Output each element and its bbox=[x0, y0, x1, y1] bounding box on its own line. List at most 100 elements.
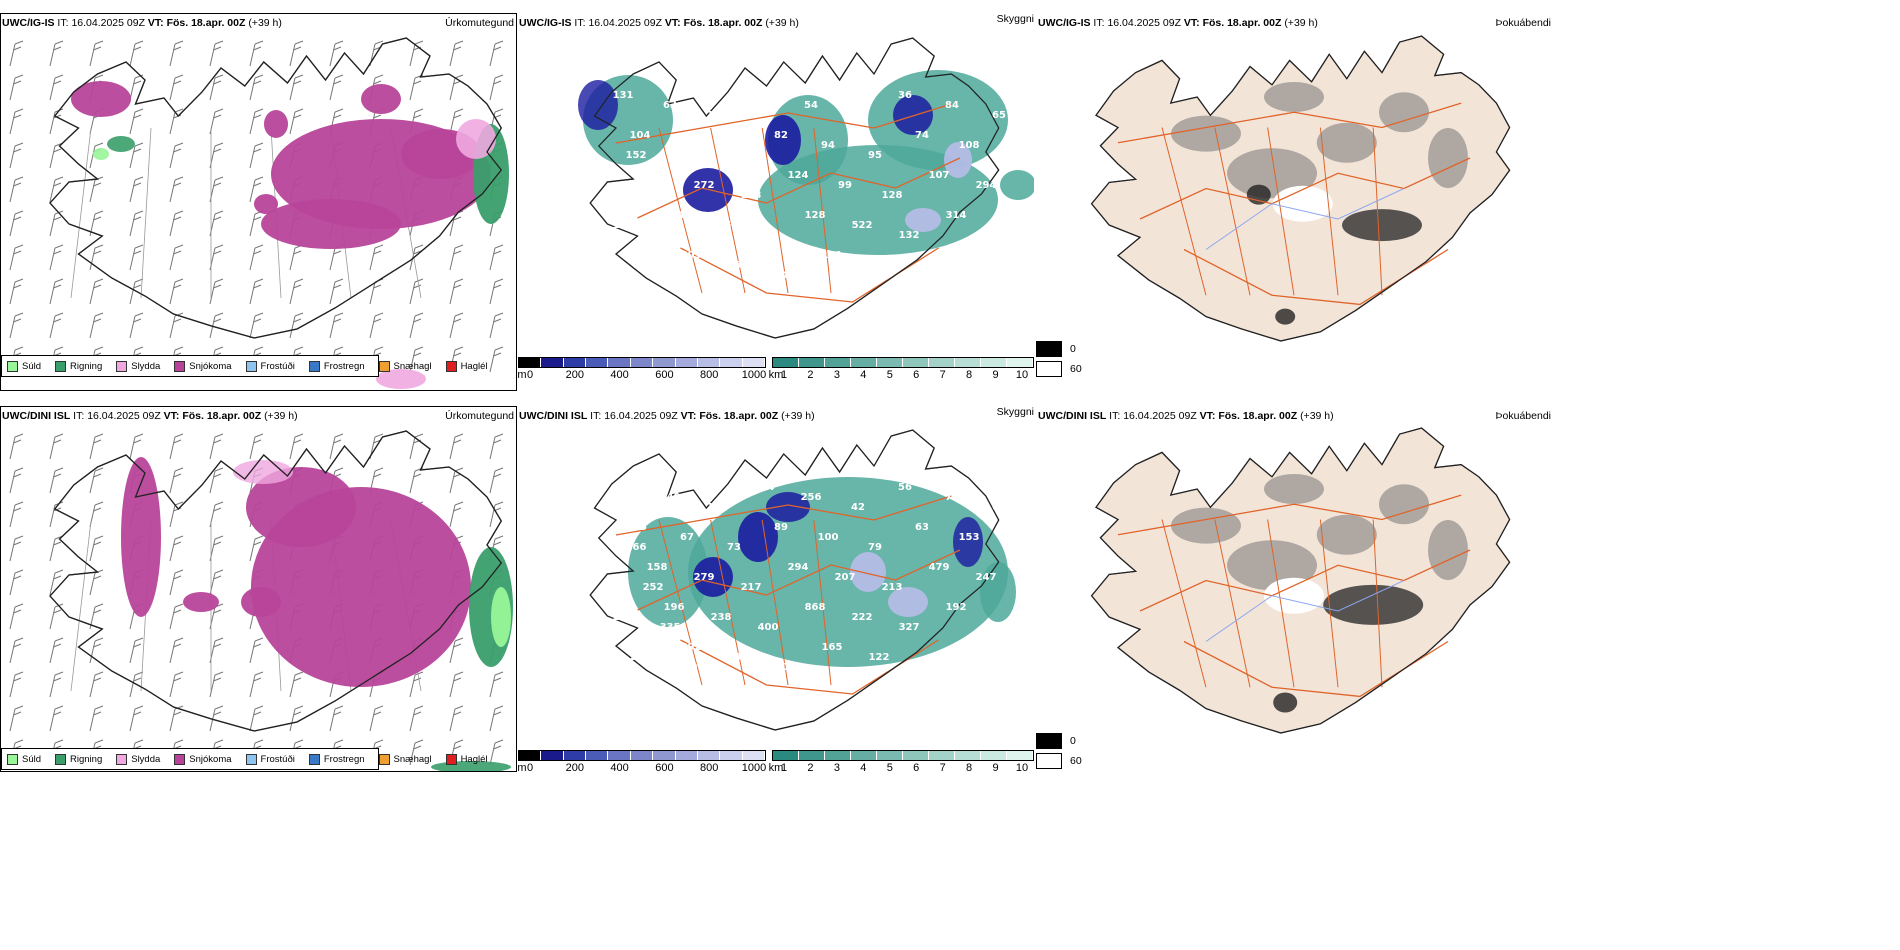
colorbar-cell bbox=[630, 358, 654, 367]
wind-barb bbox=[409, 312, 424, 339]
wind-barb bbox=[49, 312, 64, 339]
wind-barb bbox=[369, 244, 384, 271]
fog-legend-row: 0 bbox=[1036, 339, 1086, 359]
visibility-label: 164 bbox=[664, 210, 685, 221]
colorbar-tick: 600 bbox=[655, 369, 674, 381]
visibility-label: 42 bbox=[851, 502, 865, 513]
legend-swatch bbox=[7, 360, 18, 372]
wind-barb bbox=[9, 312, 24, 339]
visibility-label: 124 bbox=[788, 170, 809, 181]
wind-barb bbox=[169, 142, 184, 169]
fog-map-dini bbox=[1036, 422, 1551, 758]
colorbar-cell bbox=[877, 751, 903, 760]
visibility-label: 56 bbox=[898, 482, 912, 493]
colorbar-cell bbox=[608, 751, 631, 760]
visibility-label: 201 bbox=[660, 230, 681, 241]
wind-barb bbox=[209, 278, 224, 305]
colorbar-cell bbox=[903, 358, 929, 367]
precip-area bbox=[765, 115, 801, 165]
wind-barb bbox=[9, 142, 24, 169]
colorbar-tick: 7 bbox=[939, 762, 946, 774]
fog-legend-row: 60 bbox=[1036, 359, 1086, 379]
visibility-label: 67 bbox=[992, 502, 1006, 513]
colorbar-tick: 200 bbox=[565, 369, 584, 381]
precip-area bbox=[1428, 128, 1468, 188]
wind-barb bbox=[49, 74, 64, 101]
legend-swatch bbox=[174, 753, 186, 765]
colorbar-tick: 400 bbox=[610, 369, 629, 381]
legend-swatch bbox=[7, 753, 18, 765]
road-line bbox=[637, 157, 961, 219]
visibility-label: 868 bbox=[805, 602, 826, 613]
precip-area bbox=[233, 460, 293, 484]
wind-barb bbox=[169, 467, 184, 494]
colorbar-cell bbox=[773, 751, 799, 760]
road-line bbox=[761, 127, 789, 294]
wind-barb bbox=[249, 705, 264, 732]
lead-time: (+39 h) bbox=[781, 410, 815, 422]
wind-barb bbox=[169, 108, 184, 135]
wind-barb bbox=[489, 278, 504, 305]
model-name: UWC/DINI ISL bbox=[519, 410, 588, 422]
legend-label: Frostúði bbox=[260, 360, 295, 372]
road-line bbox=[658, 127, 703, 294]
wind-barb bbox=[9, 176, 24, 203]
fog-legend-swatch bbox=[1036, 753, 1062, 769]
precip-title: Úrkomutegund bbox=[445, 17, 514, 29]
visibility-label: 196 bbox=[664, 602, 685, 613]
legend-swatch bbox=[445, 753, 457, 765]
colorbar-cell bbox=[563, 358, 587, 367]
road-line bbox=[1214, 519, 1251, 688]
legend-label: Súld bbox=[22, 360, 42, 372]
wind-barb bbox=[49, 278, 64, 305]
wind-barb bbox=[89, 637, 104, 664]
precip-area bbox=[1379, 484, 1429, 525]
lead-time: (+39 h) bbox=[248, 17, 282, 29]
wind-barb bbox=[329, 40, 344, 67]
road-line bbox=[1267, 127, 1295, 296]
legend-swatch bbox=[378, 360, 390, 372]
colorbar-cell bbox=[742, 751, 765, 760]
precip-area bbox=[738, 512, 778, 562]
precip-area bbox=[905, 208, 941, 232]
model-name: UWC/DINI ISL bbox=[2, 410, 71, 422]
wind-barb bbox=[489, 346, 504, 373]
colorbar-tick: 8 bbox=[966, 369, 973, 381]
wind-barb bbox=[209, 569, 224, 596]
legend-item: Súld bbox=[7, 360, 42, 372]
precip-area bbox=[93, 148, 109, 160]
precip-title: Úrkomutegund bbox=[445, 410, 514, 422]
colorbar-tick: 800 bbox=[700, 762, 719, 774]
visibility-label: 492 bbox=[681, 642, 702, 653]
wind-barb bbox=[49, 637, 64, 664]
visibility-label: 256 bbox=[801, 492, 822, 503]
wind-barb bbox=[289, 40, 304, 67]
wind-barb bbox=[169, 40, 184, 67]
wind-barb bbox=[129, 312, 144, 339]
colorbar-tick: 400 bbox=[610, 762, 629, 774]
legend-swatch bbox=[116, 753, 128, 765]
wind-barb bbox=[409, 74, 424, 101]
wind-barb bbox=[49, 705, 64, 732]
legend-item: Frostúði bbox=[245, 360, 295, 372]
wind-barb bbox=[409, 739, 424, 766]
precip-area bbox=[1379, 92, 1429, 133]
legend-item: Snjókoma bbox=[174, 753, 232, 765]
wind-barb bbox=[209, 467, 224, 494]
wind-barb bbox=[249, 671, 264, 698]
colorbar-tick: 3 bbox=[833, 369, 840, 381]
legend-item: Slydda bbox=[116, 753, 160, 765]
wind-barb bbox=[89, 501, 104, 528]
it-value: 16.04.2025 09Z bbox=[71, 17, 145, 29]
wind-barb bbox=[169, 501, 184, 528]
colorbar-labels: km 1 2 3 4 5 6 7 8 9 10 bbox=[769, 761, 1034, 775]
panel-header: UWC/DINI ISL IT: 16.04.2025 09Z VT: Fös.… bbox=[1038, 410, 1334, 423]
visibility-label: 130 bbox=[677, 662, 698, 673]
fog-legend: 0 60 bbox=[1036, 731, 1086, 771]
colorbar-tick: 800 bbox=[700, 369, 719, 381]
visibility-label: 10 bbox=[919, 662, 933, 673]
wind-barb bbox=[209, 433, 224, 460]
wind-barb bbox=[129, 244, 144, 271]
colorbar-cell bbox=[653, 751, 676, 760]
visibility-label: 36 bbox=[898, 90, 912, 101]
